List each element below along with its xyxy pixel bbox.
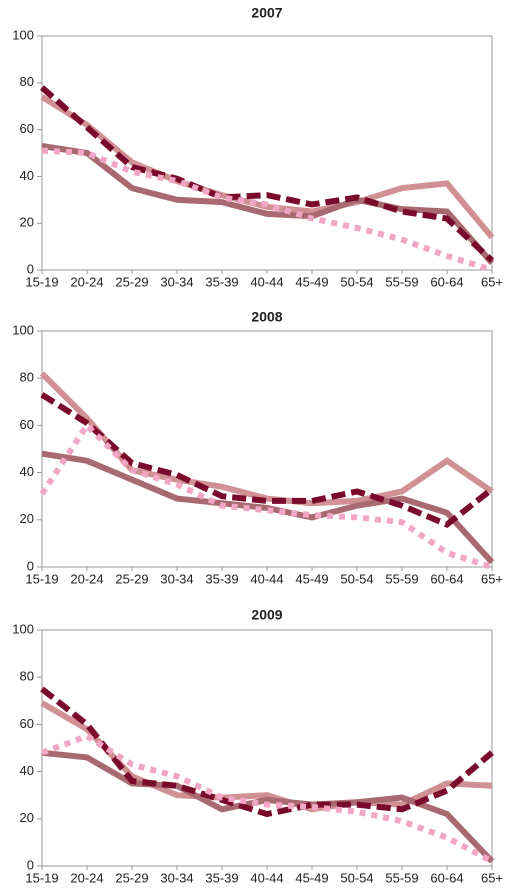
series-line (41, 143, 495, 265)
x-tick-label: 30-34 (160, 870, 193, 885)
x-tick-label: 65+ (481, 870, 503, 885)
x-tick-label: 25-29 (115, 571, 148, 586)
y-tick-label: 0 (27, 558, 34, 573)
series-line (41, 147, 493, 273)
y-tick-label: 20 (20, 511, 34, 526)
series-line (40, 392, 494, 528)
chart-title: 2008 (251, 309, 282, 325)
y-tick-label: 20 (20, 215, 34, 230)
series-line (41, 450, 495, 565)
x-tick-label: 55-59 (385, 571, 418, 586)
x-tick-label: 25-29 (115, 274, 148, 289)
x-tick-label: 15-19 (25, 274, 58, 289)
y-tick-label: 0 (27, 857, 34, 872)
plot-frame (41, 35, 493, 271)
chart-title: 2009 (251, 607, 282, 623)
x-tick-label: 30-34 (160, 571, 193, 586)
x-tick-label: 20-24 (70, 870, 103, 885)
x-tick-label: 15-19 (25, 870, 58, 885)
x-tick-label: 40-44 (250, 870, 283, 885)
y-tick-label: 40 (20, 168, 34, 183)
series-line (39, 420, 493, 570)
series-line (40, 700, 493, 813)
y-tick-label: 40 (20, 763, 34, 778)
chart-title: 2007 (251, 5, 282, 21)
x-tick-label: 35-39 (205, 870, 238, 885)
x-tick-label: 20-24 (70, 571, 103, 586)
y-tick-label: 100 (12, 621, 34, 636)
y-tick-label: 60 (20, 121, 34, 136)
x-tick-label: 50-54 (340, 870, 373, 885)
x-tick-label: 35-39 (205, 571, 238, 586)
x-tick-label: 60-64 (430, 571, 463, 586)
y-tick-label: 60 (20, 417, 34, 432)
y-tick-label: 0 (27, 261, 34, 276)
x-tick-label: 45-49 (295, 870, 328, 885)
y-tick-label: 40 (20, 464, 34, 479)
x-tick-label: 15-19 (25, 571, 58, 586)
series-line (39, 371, 494, 507)
y-tick-label: 80 (20, 370, 34, 385)
x-tick-label: 20-24 (70, 274, 103, 289)
x-tick-label: 30-34 (160, 274, 193, 289)
x-tick-label: 45-49 (295, 274, 328, 289)
y-tick-label: 100 (12, 27, 34, 42)
x-tick-label: 40-44 (250, 274, 283, 289)
x-tick-label: 60-64 (430, 274, 463, 289)
x-tick-label: 45-49 (295, 571, 328, 586)
x-tick-label: 50-54 (340, 571, 373, 586)
y-tick-label: 20 (20, 810, 34, 825)
x-tick-label: 65+ (481, 274, 503, 289)
y-tick-label: 80 (20, 669, 34, 684)
x-tick-label: 35-39 (205, 274, 238, 289)
y-tick-label: 100 (12, 322, 34, 337)
y-tick-label: 80 (20, 74, 34, 89)
x-tick-label: 60-64 (430, 870, 463, 885)
x-tick-label: 25-29 (115, 870, 148, 885)
x-tick-label: 55-59 (385, 870, 418, 885)
x-tick-label: 55-59 (385, 274, 418, 289)
x-tick-label: 40-44 (250, 571, 283, 586)
x-tick-label: 50-54 (340, 274, 373, 289)
y-tick-label: 60 (20, 716, 34, 731)
plot-frame (41, 330, 493, 568)
series-line (40, 85, 495, 263)
x-tick-label: 65+ (481, 571, 503, 586)
series-line (40, 732, 494, 864)
series-line (40, 686, 494, 818)
